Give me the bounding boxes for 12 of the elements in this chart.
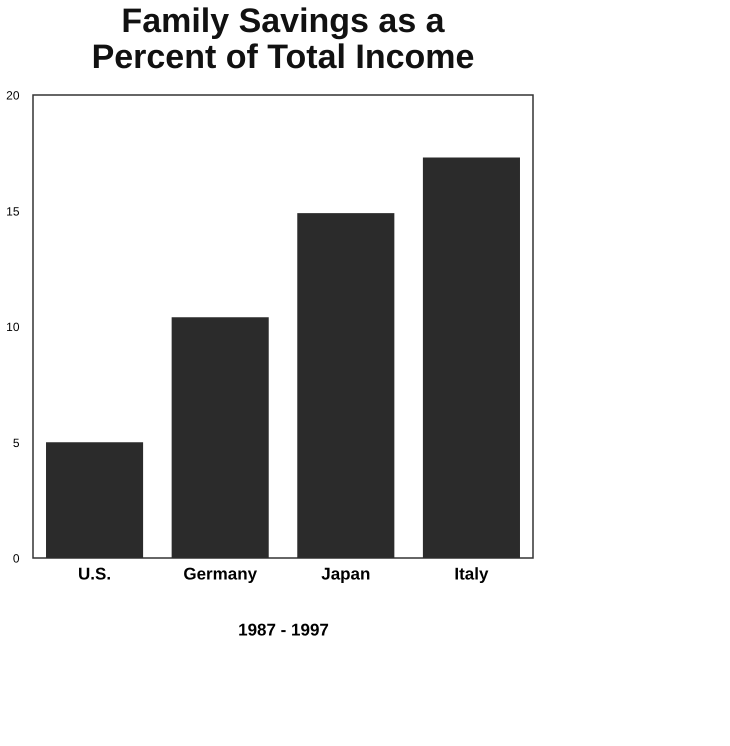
text: Percent of Total Income (92, 38, 474, 76)
x-tick-label: U.S. (78, 564, 112, 584)
y-tick-label: 5 (12, 436, 20, 450)
y-tick-label: 10 (6, 320, 20, 334)
x-tick-label: Italy (454, 564, 489, 584)
x-tick-label: Germany (183, 564, 258, 584)
y-tick-label: 15 (6, 204, 20, 218)
y-tick-label: 0 (12, 552, 20, 566)
text: Family Savings as a (121, 2, 445, 40)
x-axis-title: 1987 - 1997 (238, 620, 329, 640)
x-tick-label: Japan (321, 564, 370, 584)
y-tick-label: 20 (6, 88, 20, 102)
